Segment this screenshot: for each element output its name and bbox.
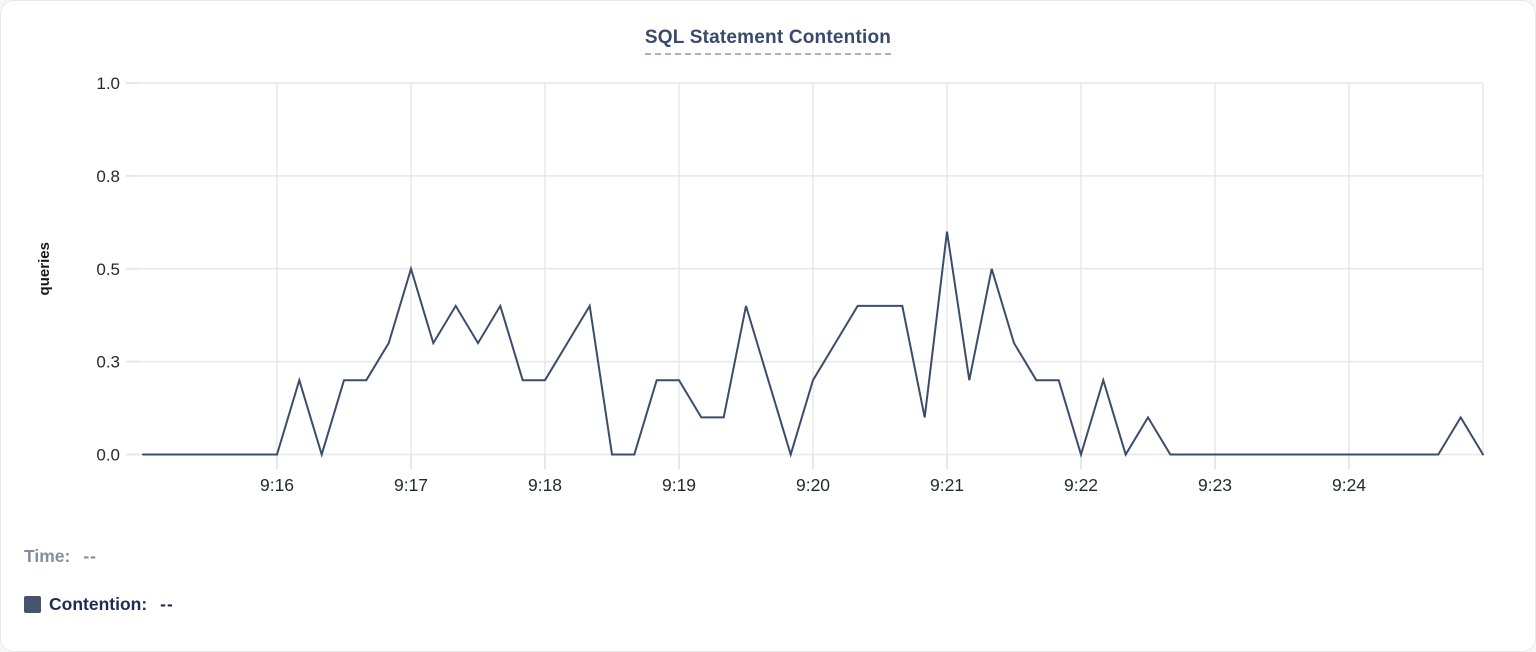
chart-title[interactable]: SQL Statement Contention [644,27,892,55]
chart-legend: Time: -- Contention: -- [24,545,174,641]
x-tick-label: 9:18 [528,475,562,495]
x-tick-label: 9:21 [930,475,964,495]
legend-contention-label: Contention: [49,593,148,614]
x-tick-label: 9:17 [394,475,428,495]
x-tick-label: 9:24 [1332,475,1366,495]
legend-time-value: -- [83,545,98,566]
x-tick-label: 9:20 [796,475,830,495]
x-tick-label: 9:19 [662,475,696,495]
y-tick-label: 0.3 [96,353,120,372]
x-tick-label: 9:22 [1064,475,1098,495]
contention-series-line [142,231,1484,458]
legend-contention-row: Contention: -- [24,593,174,615]
legend-contention-value: -- [160,593,174,614]
contention-series-swatch [24,595,41,613]
x-tick-label: 9:23 [1198,475,1232,495]
x-tick-label: 9:16 [260,475,294,495]
y-tick-label: 0.0 [96,446,120,465]
legend-time-row: Time: -- [24,545,174,567]
y-tick-label: 1.0 [96,74,120,93]
y-tick-label: 0.8 [96,167,120,186]
contention-line-chart[interactable]: 0.0 0.3 0.5 0.8 1.0 9:16 9:17 9:18 9:19 9:20 9:21 9… [1,1,1535,513]
y-tick-label: 0.5 [96,260,120,279]
y-axis-label: queries [36,242,53,295]
legend-time-label: Time: [24,545,71,566]
chart-title-wrap: SQL Statement Contention [1,27,1535,55]
